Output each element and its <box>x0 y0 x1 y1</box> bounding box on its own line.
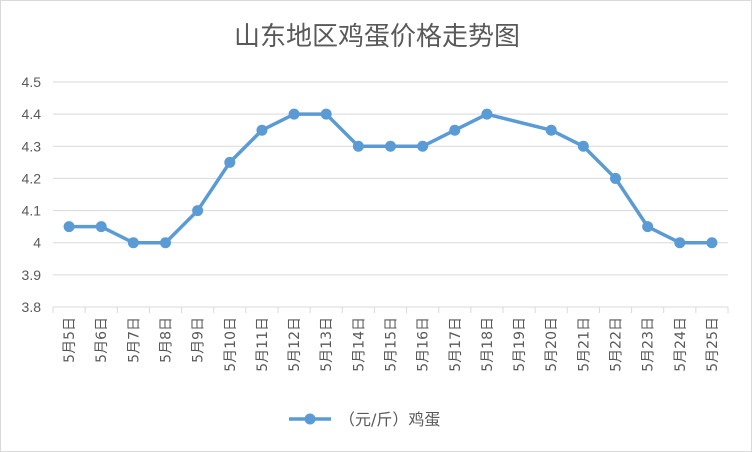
data-point <box>288 108 300 120</box>
x-tick-label: 5月12日 <box>287 317 303 372</box>
data-point <box>481 108 493 120</box>
y-tick-label: 4.5 <box>22 74 42 90</box>
y-tick-label: 3.8 <box>22 299 42 315</box>
x-tick-label: 5月25日 <box>705 317 721 372</box>
data-point <box>320 108 332 120</box>
data-point <box>577 140 589 152</box>
x-axis-ticks: 5月5日 5月6日 5月7日 5月8日 5月9日 5月10日 5月11日 5月12日 5月13日… <box>62 317 721 372</box>
data-point <box>417 140 429 152</box>
x-tick-label: 5月14日 <box>351 317 367 372</box>
x-tick-label: 5月9日 <box>191 317 207 363</box>
y-tick-label: 4.1 <box>22 203 42 219</box>
x-tick-label: 5月22日 <box>609 317 625 372</box>
chart-title: 山东地区鸡蛋价格走势图 <box>234 22 520 52</box>
x-tick-label: 5月8日 <box>159 317 175 363</box>
x-tick-label: 5月21日 <box>576 317 592 372</box>
x-tick-label: 5月18日 <box>480 317 496 372</box>
legend: （元/斤）鸡蛋 <box>289 410 440 429</box>
x-tick-label: 5月23日 <box>641 317 657 372</box>
series-line <box>63 108 718 249</box>
legend-swatch-marker <box>304 413 316 425</box>
data-point <box>706 237 718 249</box>
data-point <box>224 156 236 168</box>
x-tick-label: 5月11日 <box>255 317 271 372</box>
y-axis-ticks: 3.8 3.9 4 4.1 4.2 4.3 4.4 4.5 <box>22 74 42 315</box>
x-tick-label: 5月19日 <box>512 317 528 372</box>
x-tick-label: 5月10日 <box>223 317 239 372</box>
data-point <box>160 237 171 249</box>
data-point <box>127 237 139 249</box>
x-tick-label: 5月24日 <box>673 317 689 372</box>
y-tick-label: 4.3 <box>22 138 42 154</box>
data-point <box>642 221 654 233</box>
data-point <box>192 205 204 217</box>
y-tick-label: 4.4 <box>22 106 42 122</box>
data-point <box>256 124 268 136</box>
data-point <box>674 237 686 249</box>
data-point <box>95 221 107 233</box>
x-tick-label: 5月13日 <box>319 317 335 372</box>
x-tick-label: 5月5日 <box>62 317 78 363</box>
x-tick-label: 5月16日 <box>416 317 432 372</box>
data-point <box>352 140 364 152</box>
x-tick-label: 5月6日 <box>94 317 110 363</box>
y-tick-label: 4.2 <box>22 170 42 186</box>
y-tick-label: 3.9 <box>22 267 42 283</box>
data-point <box>63 221 75 233</box>
data-point <box>449 124 461 136</box>
series-line-path <box>69 112 712 245</box>
x-tick-label: 5月15日 <box>384 317 400 372</box>
x-tick-label: 5月7日 <box>126 317 142 363</box>
legend-label: （元/斤）鸡蛋 <box>339 410 440 429</box>
x-tick-label: 5月20日 <box>544 317 560 372</box>
y-tick-label: 4 <box>33 235 41 251</box>
data-point <box>545 124 557 136</box>
data-point <box>610 172 621 184</box>
x-tick-label: 5月17日 <box>448 317 464 372</box>
data-point <box>385 140 396 152</box>
